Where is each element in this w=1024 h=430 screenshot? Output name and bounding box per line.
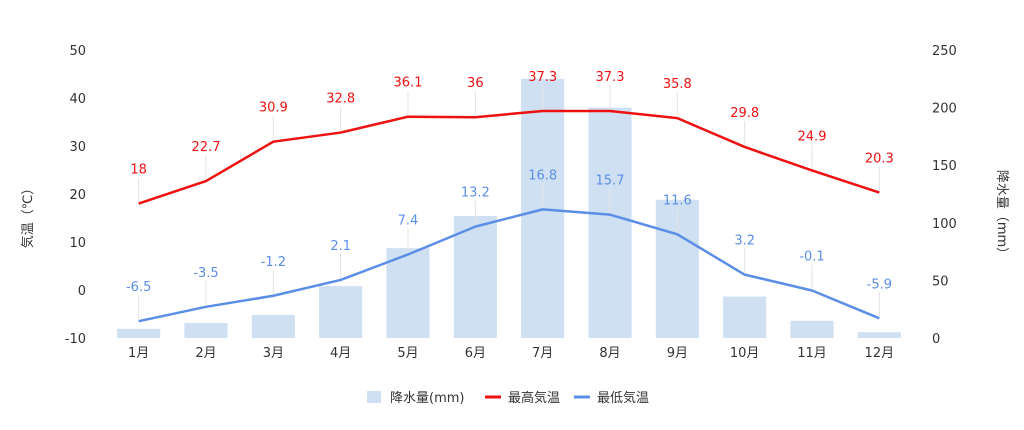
max-temp-line[interactable] (138, 109, 880, 205)
x-axis-tick-label: 11月 (797, 346, 827, 361)
right-axis-tick-label: 100 (932, 217, 957, 232)
min-temp-label: 13.2 (461, 186, 490, 201)
left-axis-tick-label: 10 (69, 236, 86, 251)
precipitation-bars (117, 78, 901, 339)
max-temp-label: 35.8 (663, 77, 692, 92)
max-temp-label: 22.7 (192, 140, 221, 155)
legend-label: 降水量(mm) (390, 391, 464, 406)
x-axis-tick-label: 2月 (195, 346, 216, 361)
precipitation-bar[interactable] (723, 296, 767, 338)
legend-label: 最低気温 (597, 390, 649, 406)
precipitation-bar[interactable] (117, 328, 161, 338)
min-temp-label: 16.8 (528, 168, 557, 183)
right-axis-tick-label: 250 (932, 44, 957, 59)
precipitation-bar[interactable] (319, 286, 363, 338)
right-axis-tick-label: 50 (932, 274, 949, 289)
left-axis: -10 0 10 20 30 40 50 (65, 44, 86, 347)
max-temp-label: 32.8 (326, 92, 355, 107)
min-temp-label: -3.5 (193, 266, 218, 281)
max-temp-label: 36.1 (394, 76, 423, 91)
max-temp-label: 30.9 (259, 101, 288, 116)
min-temp-label: 11.6 (663, 193, 692, 208)
data-labels: 18 22.7 30.9 32.8 36.1 36 37.3 37.3 35.8 29.8 24.9… (126, 70, 894, 295)
left-axis-tick-label: -10 (65, 332, 86, 347)
x-axis-tick-label: 4月 (330, 346, 351, 361)
min-temp-label: -5.9 (867, 277, 892, 292)
precipitation-bar[interactable] (453, 215, 497, 338)
precipitation-bar[interactable] (251, 314, 295, 338)
x-axis-tick-label: 6月 (465, 346, 486, 361)
max-temp-label: 37.3 (596, 70, 625, 85)
x-axis-tick-label: 12月 (865, 346, 895, 361)
min-temp-label: 7.4 (398, 213, 419, 228)
max-temp-label: 37.3 (528, 70, 557, 85)
legend-swatch (367, 391, 381, 403)
x-axis-tick-label: 1月 (128, 346, 149, 361)
legend-item-max-temp[interactable]: 最高気温 (485, 390, 560, 406)
x-axis-tick-label: 3月 (263, 346, 284, 361)
left-axis-tick-label: 0 (78, 284, 86, 299)
max-temp-label: 18 (130, 163, 147, 178)
legend[interactable]: 降水量(mm) 最高気温 最低気温 (367, 390, 649, 406)
x-axis-tick-label: 9月 (667, 346, 688, 361)
right-axis-tick-label: 150 (932, 159, 957, 174)
legend-item-precipitation[interactable]: 降水量(mm) (367, 391, 464, 406)
min-temp-line[interactable] (138, 208, 880, 323)
x-axis-tick-label: 5月 (397, 346, 418, 361)
x-axis-tick-label: 10月 (730, 346, 760, 361)
min-temp-label: 15.7 (596, 174, 625, 189)
max-temp-label: 24.9 (798, 129, 827, 144)
left-axis-tick-label: 40 (69, 92, 86, 107)
min-temp-label: -0.1 (799, 249, 824, 264)
x-axis-tick-label: 8月 (599, 346, 620, 361)
right-axis-tick-label: 200 (932, 102, 957, 117)
min-temp-label: -6.5 (126, 280, 151, 295)
precipitation-bar[interactable] (790, 320, 834, 338)
precipitation-bar[interactable] (588, 107, 632, 338)
max-temp-label: 20.3 (865, 152, 894, 167)
max-temp-label: 29.8 (730, 106, 759, 121)
precipitation-bar[interactable] (184, 323, 228, 338)
min-temp-label: -1.2 (261, 255, 286, 270)
left-axis-tick-label: 20 (69, 188, 86, 203)
precipitation-bar[interactable] (386, 248, 430, 338)
right-axis-tick-label: 0 (932, 332, 940, 347)
min-temp-label: 2.1 (330, 239, 351, 254)
left-axis-tick-label: 30 (69, 140, 86, 155)
temperature-lines (138, 109, 880, 323)
precipitation-bar[interactable] (857, 332, 901, 338)
right-axis-title: 降水量（mm） (994, 170, 1009, 260)
min-temp-label: 3.2 (734, 234, 755, 249)
right-axis: 0 50 100 150 200 250 (932, 44, 957, 347)
x-axis: 1月 2月 3月 4月 5月 6月 7月 8月 9月 10月 11月 12月 (128, 346, 894, 361)
legend-item-min-temp[interactable]: 最低気温 (574, 390, 649, 406)
max-temp-label: 36 (467, 76, 484, 91)
data-label-leaders (138, 84, 880, 320)
x-axis-tick-label: 7月 (532, 346, 553, 361)
left-axis-title: 気温（℃） (20, 182, 36, 249)
legend-label: 最高気温 (508, 390, 560, 406)
left-axis-tick-label: 50 (69, 44, 86, 59)
